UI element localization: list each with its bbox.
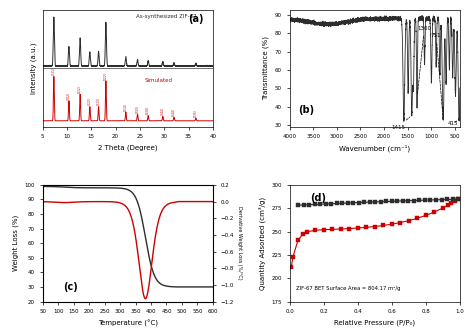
Text: 751: 751: [431, 33, 443, 117]
Text: (235): (235): [194, 109, 198, 117]
Text: (013): (013): [97, 97, 100, 106]
Text: (a): (a): [188, 13, 204, 23]
X-axis label: Wavenumber (cm⁻¹): Wavenumber (cm⁻¹): [339, 145, 410, 152]
Y-axis label: Quantity Adsorbed (cm³/g): Quantity Adsorbed (cm³/g): [258, 197, 266, 290]
Text: (022): (022): [88, 97, 92, 106]
Text: 1415: 1415: [392, 117, 410, 130]
Text: (112): (112): [78, 85, 82, 93]
Text: As-synthesized ZIF-67: As-synthesized ZIF-67: [137, 14, 197, 19]
Text: (002): (002): [67, 91, 71, 100]
Text: 1300: 1300: [417, 25, 431, 94]
Text: (114): (114): [124, 103, 128, 111]
Y-axis label: Weight Loss (%): Weight Loss (%): [12, 215, 19, 271]
Y-axis label: Transmittance (%): Transmittance (%): [263, 36, 269, 100]
Text: (d): (d): [310, 193, 326, 203]
Text: (b): (b): [298, 105, 314, 115]
Text: (011): (011): [52, 67, 56, 75]
Y-axis label: Intensity (a.u.): Intensity (a.u.): [31, 43, 37, 94]
Text: ZIF-67 BET Surface Area = 804.17 m²/g: ZIF-67 BET Surface Area = 804.17 m²/g: [296, 286, 401, 291]
X-axis label: Relative Pressure (P/P₀): Relative Pressure (P/P₀): [334, 320, 415, 326]
Text: Simulated: Simulated: [145, 78, 173, 83]
Text: (134): (134): [146, 107, 150, 114]
Text: (244): (244): [172, 108, 176, 116]
Y-axis label: Derivative Weight Loss (%/°C): Derivative Weight Loss (%/°C): [237, 206, 242, 280]
Text: (044): (044): [161, 107, 165, 115]
X-axis label: Temperature (°C): Temperature (°C): [98, 320, 158, 327]
Text: 415: 415: [447, 121, 458, 126]
X-axis label: 2 Theta (Degree): 2 Theta (Degree): [98, 145, 157, 151]
Text: (c): (c): [63, 282, 78, 292]
Text: (222): (222): [104, 72, 108, 80]
Text: (233): (233): [136, 105, 139, 113]
